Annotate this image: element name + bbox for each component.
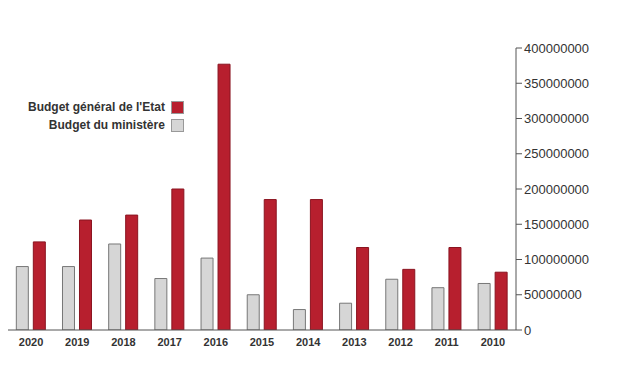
svg-text:300000000: 300000000 (524, 111, 589, 126)
svg-text:2016: 2016 (204, 336, 228, 348)
svg-text:2011: 2011 (435, 336, 459, 348)
svg-text:2015: 2015 (250, 336, 274, 348)
svg-text:2017: 2017 (157, 336, 181, 348)
svg-text:350000000: 350000000 (524, 76, 589, 91)
svg-text:2018: 2018 (111, 336, 135, 348)
svg-text:2013: 2013 (342, 336, 366, 348)
svg-text:200000000: 200000000 (524, 182, 589, 197)
svg-text:0: 0 (524, 323, 531, 338)
svg-text:100000000: 100000000 (524, 252, 589, 267)
svg-text:2019: 2019 (65, 336, 89, 348)
svg-text:2020: 2020 (19, 336, 43, 348)
svg-text:2010: 2010 (481, 336, 505, 348)
svg-text:150000000: 150000000 (524, 217, 589, 232)
svg-text:400000000: 400000000 (524, 41, 589, 56)
svg-text:2014: 2014 (296, 336, 321, 348)
svg-text:50000000: 50000000 (524, 287, 582, 302)
svg-text:250000000: 250000000 (524, 146, 589, 161)
html-text:Budget du ministère: Budget du ministère (48, 118, 165, 132)
svg-text:2012: 2012 (388, 336, 412, 348)
html-text:Budget général de l'Etat: Budget général de l'Etat (28, 100, 165, 114)
